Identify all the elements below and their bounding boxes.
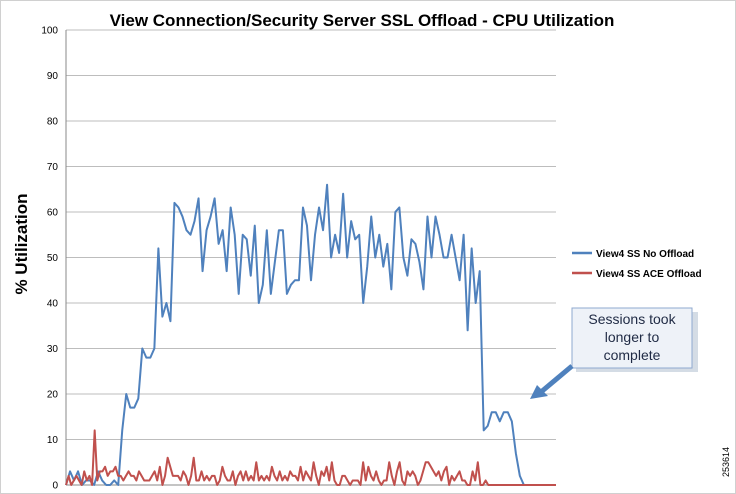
callout-arrow-icon [530,364,574,399]
y-tick-label-30: 30 [47,344,59,355]
arrow-shaft [539,364,574,394]
callout-box [571,307,693,369]
y-tick-label-70: 70 [47,162,59,173]
y-tick-label-40: 40 [47,299,59,310]
y-tick-label-0: 0 [52,481,58,492]
y-tick-label-50: 50 [47,253,59,264]
y-tick-label-60: 60 [47,208,59,219]
y-tick-label-90: 90 [47,71,59,82]
callout-line-2: longer to [605,329,660,345]
y-tick-label-100: 100 [41,26,58,37]
callout-line-3: complete [604,347,661,363]
legend-item-ace-offload: View4 SS ACE Offload [572,269,702,280]
series-line-ace-offload [65,429,556,486]
y-tick-label-80: 80 [47,117,59,128]
chart-title: View Connection/Security Server SSL Offl… [110,11,615,30]
annotation-callout: Sessions took longer to complete [530,307,698,399]
y-tick-label-20: 20 [47,390,59,401]
series-line-no-offload [65,183,556,486]
legend-label-no-offload: View4 SS No Offload [596,249,694,260]
y-tick-label-10: 10 [47,435,59,446]
y-axis-label: % Utilization [12,193,31,294]
y-tick-labels: 0 10 20 30 40 50 60 70 80 90 100 [41,26,58,492]
callout-line-1: Sessions took [588,311,676,327]
axes [65,30,556,486]
series-lines [65,183,556,486]
legend-label-ace-offload: View4 SS ACE Offload [596,269,702,280]
arrow-head [530,385,548,399]
figure-id: 253614 [721,447,731,477]
legend-item-no-offload: View4 SS No Offload [572,249,694,260]
legend: View4 SS No Offload View4 SS ACE Offload [572,249,702,280]
